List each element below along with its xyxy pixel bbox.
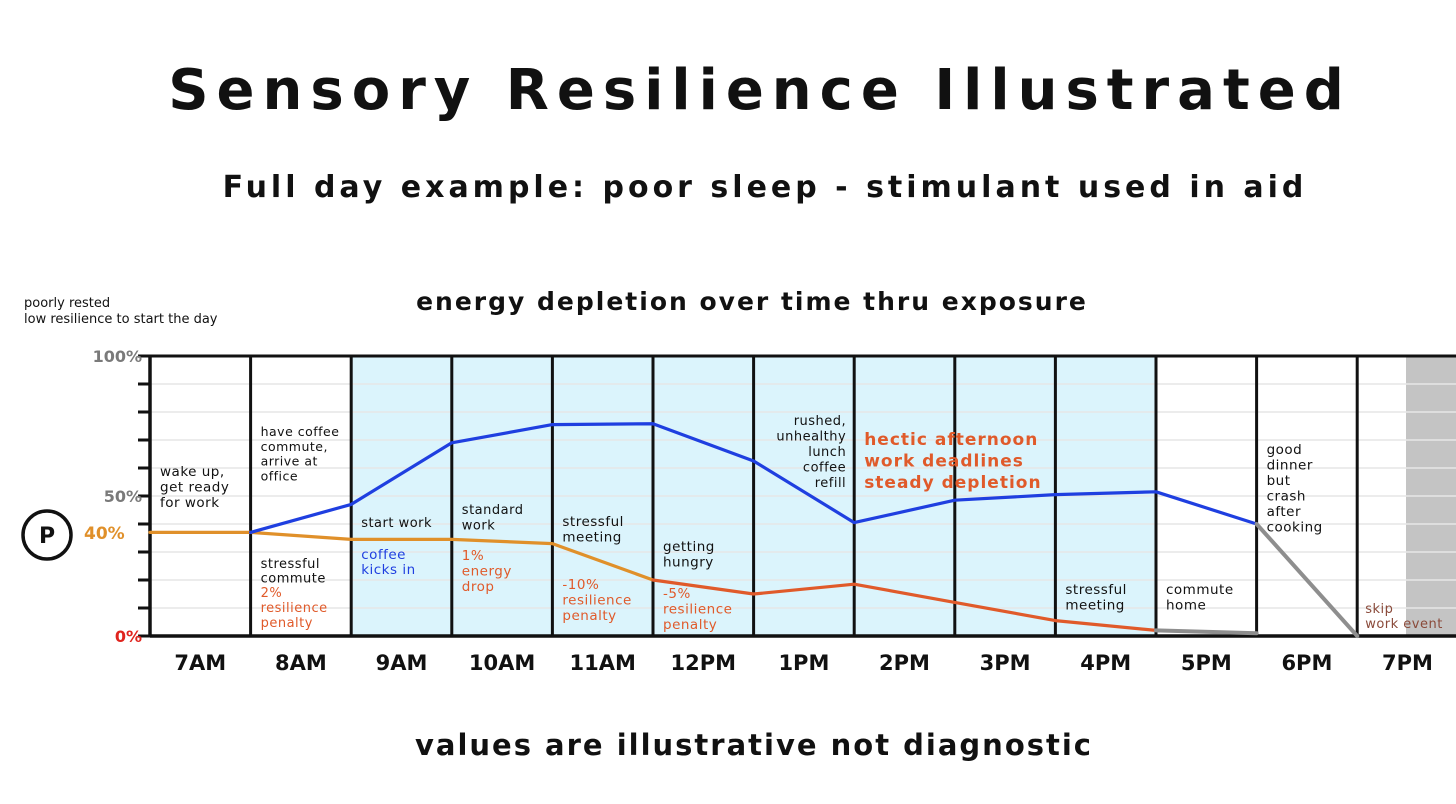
- annotation-7-line-1: energy: [462, 564, 512, 580]
- annotation-4-line-0: start work: [361, 516, 432, 531]
- x-tick-label-10am: 10AM: [469, 651, 535, 675]
- annotation-9-line-2: penalty: [562, 608, 616, 624]
- series-line-0: [148, 530, 655, 582]
- annotation-12-line-2: lunch: [808, 445, 846, 460]
- annotation-12-line-0: rushed,: [794, 414, 846, 429]
- annotation-0-line-0: wake up,: [160, 464, 225, 480]
- annotation-11-line-0: -5%: [663, 586, 691, 602]
- x-tick-label-7am: 7AM: [174, 651, 226, 675]
- annotation-1-line-3: office: [261, 468, 299, 483]
- annotation-6-line-1: work: [462, 519, 495, 534]
- annotation-11-line-1: resilience: [663, 602, 732, 618]
- annotation-11-line-2: penalty: [663, 617, 717, 633]
- annotation-7-line-0: 1%: [462, 548, 484, 564]
- x-tick-label-7pm: 7PM: [1382, 651, 1433, 675]
- annotation-0-line-2: for work: [160, 495, 220, 511]
- series-line-3: [1154, 628, 1259, 636]
- annotation-3-line-0: 2%: [261, 586, 283, 601]
- annotation-9-line-1: resilience: [562, 593, 631, 609]
- annotation-16-line-5: cooking: [1267, 520, 1323, 536]
- annotation-0-line-1: get ready: [160, 480, 229, 496]
- annotation-7-line-2: drop: [462, 579, 495, 595]
- y-tick-label-50: 50%: [104, 487, 142, 506]
- annotation-13-line-0: hectic afternoon: [864, 430, 1038, 450]
- annotation-8-line-1: meeting: [562, 530, 621, 546]
- annotation-16-line-3: crash: [1267, 489, 1306, 505]
- annotation-17-line-0: skip: [1365, 602, 1393, 617]
- annotation-14-line-1: meeting: [1065, 598, 1124, 614]
- annotation-12-line-1: unhealthy: [776, 430, 846, 445]
- annotation-9-line-0: -10%: [562, 577, 599, 593]
- page-title: Sensory Resilience Illustrated: [168, 58, 1352, 123]
- start-note-line: low resilience to start the day: [24, 312, 218, 327]
- y-tick-label-0: 0%: [115, 627, 142, 646]
- annotation-3-line-1: resilience: [261, 601, 328, 616]
- annotation-15-line-1: home: [1166, 598, 1206, 614]
- x-tick-label-9am: 9AM: [376, 651, 428, 675]
- annotation-10-line-1: hungry: [663, 555, 714, 571]
- chart-title: energy depletion over time thru exposure: [416, 287, 1088, 316]
- annotation-6-line-0: standard: [462, 503, 524, 518]
- x-tick-label-2pm: 2PM: [879, 651, 930, 675]
- annotation-17-line-1: work event: [1365, 617, 1443, 632]
- start-note-line: poorly rested: [24, 296, 110, 311]
- annotation-12-line-4: refill: [815, 476, 846, 491]
- annotation-3-line-2: penalty: [261, 616, 313, 631]
- x-tick-label-1pm: 1PM: [778, 651, 829, 675]
- series-line-4: [1254, 522, 1360, 638]
- annotation-5-line-1: kicks in: [361, 562, 415, 578]
- x-tick-label-4pm: 4PM: [1080, 651, 1131, 675]
- annotation-16-line-2: but: [1267, 473, 1291, 489]
- annotation-15-line-0: commute: [1166, 582, 1234, 598]
- start-value-label: 40%: [84, 524, 125, 544]
- series-line-1: [651, 578, 1158, 632]
- start-marker-letter: P: [39, 524, 55, 549]
- x-tick-label-11am: 11AM: [570, 651, 636, 675]
- y-tick-label-100: 100%: [93, 347, 142, 366]
- annotation-13-line-1: work deadlines: [864, 452, 1024, 472]
- annotation-13-line-2: steady depletion: [864, 473, 1041, 493]
- annotation-14-line-0: stressful: [1065, 582, 1127, 598]
- annotation-8-line-0: stressful: [562, 514, 624, 530]
- annotation-5-line-0: coffee: [361, 547, 406, 563]
- annotation-16-line-1: dinner: [1267, 458, 1313, 474]
- annotation-2-line-0: stressful: [261, 557, 320, 572]
- disclaimer-footer: values are illustrative not diagnostic: [414, 728, 1094, 762]
- start-marker-circle: [21, 509, 73, 561]
- annotation-12-line-3: coffee: [803, 461, 846, 476]
- annotation-10-line-0: getting: [663, 539, 715, 555]
- annotation-1-line-0: have coffee: [261, 424, 340, 439]
- annotation-16-line-4: after: [1267, 504, 1301, 520]
- page-subtitle: Full day example: poor sleep - stimulant…: [222, 170, 1308, 205]
- x-tick-label-3pm: 3PM: [980, 651, 1031, 675]
- x-tick-label-8am: 8AM: [275, 651, 327, 675]
- x-tick-label-12pm: 12PM: [671, 651, 737, 675]
- x-tick-label-5pm: 5PM: [1181, 651, 1232, 675]
- annotation-1-line-1: commute,: [261, 439, 328, 454]
- annotation-2-line-1: commute: [261, 572, 326, 587]
- annotation-16-line-0: good: [1267, 442, 1303, 458]
- x-tick-label-6pm: 6PM: [1281, 651, 1332, 675]
- annotation-1-line-2: arrive at: [261, 454, 318, 469]
